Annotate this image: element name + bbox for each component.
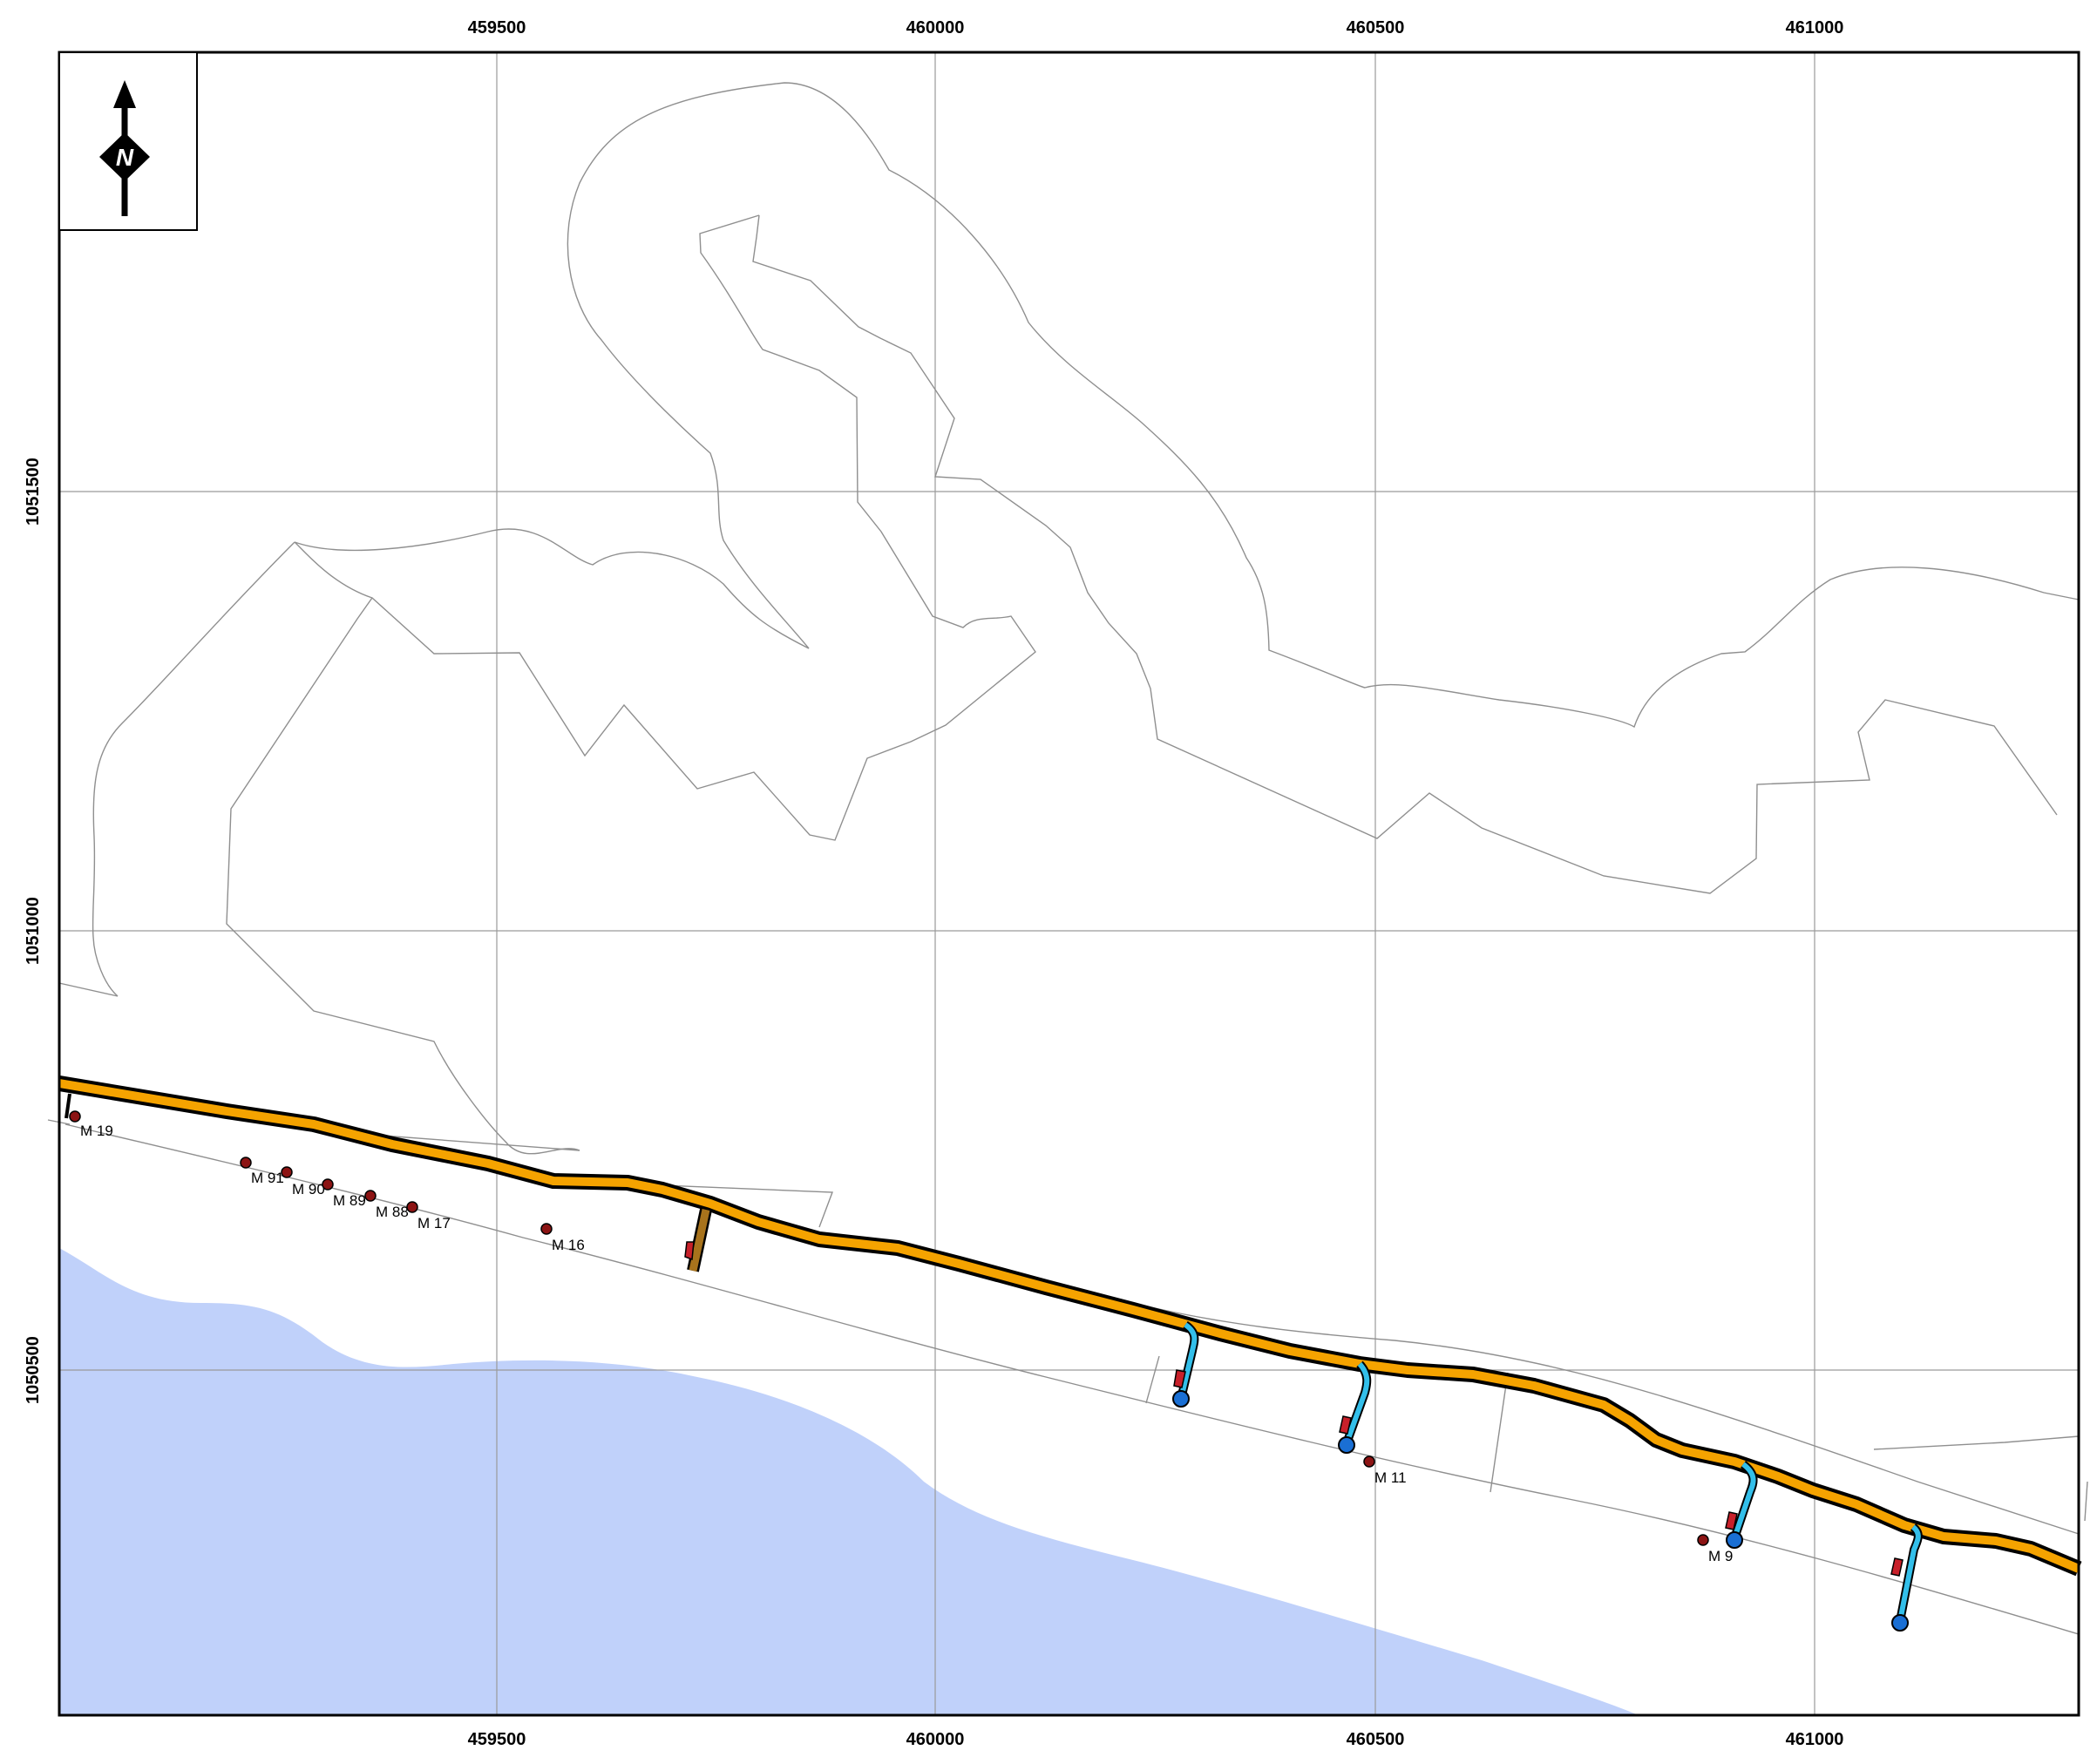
marker-label: M 91	[251, 1170, 284, 1186]
marker-m88: M 88	[364, 1190, 409, 1220]
x-tick-label: 460500	[1347, 1730, 1405, 1749]
x-tick-label: 460000	[906, 18, 965, 37]
x-tick-label: 459500	[468, 18, 526, 37]
main-road	[58, 1075, 2082, 1577]
jetty-1	[1172, 1320, 1199, 1408]
markers: M 19 M 91 M 90 M 89 M 88 M 17 M 16 M 11	[69, 1110, 1733, 1564]
marker-label: M 88	[376, 1204, 409, 1220]
x-tick-label: 461000	[1786, 18, 1844, 37]
marker-m9: M 9	[1697, 1534, 1733, 1564]
brown-pier	[684, 1208, 712, 1272]
jetty-2	[1338, 1360, 1372, 1454]
marker-m11: M 11	[1363, 1455, 1407, 1486]
marker-label: M 19	[80, 1123, 113, 1139]
y-tick-label: 1051500	[24, 458, 43, 526]
jetty-4	[1890, 1523, 1923, 1632]
coordinate-grid	[59, 52, 2079, 1715]
marker-m90: M 90	[281, 1166, 325, 1197]
marker-label: M 16	[552, 1237, 585, 1253]
marker-m19: M 19	[69, 1110, 113, 1139]
marker-label: M 9	[1708, 1548, 1733, 1564]
marker-label: M 17	[417, 1215, 451, 1231]
marker-m89: M 89	[322, 1178, 366, 1209]
sea-area	[59, 1248, 1639, 1715]
x-tick-label: 460000	[906, 1730, 965, 1749]
y-tick-label: 1050500	[24, 1336, 43, 1404]
marker-label: M 90	[292, 1181, 325, 1197]
marker-label: M 11	[1374, 1469, 1407, 1486]
marker-m16: M 16	[540, 1223, 585, 1253]
x-tick-label: 459500	[468, 1730, 526, 1749]
north-arrow-icon: N	[99, 80, 150, 216]
x-axis-bottom: 459500 460000 460500 461000	[468, 1730, 1844, 1749]
north-letter: N	[116, 144, 134, 171]
y-tick-label: 1051000	[24, 897, 43, 965]
x-axis-top: 459500 460000 460500 461000	[468, 18, 1844, 37]
north-arrow: N	[58, 51, 198, 231]
marker-label: M 89	[333, 1192, 366, 1209]
marker-m17: M 17	[406, 1201, 451, 1231]
marker-m91: M 91	[240, 1157, 284, 1186]
map-frame	[58, 51, 2080, 1717]
x-tick-label: 460500	[1347, 18, 1405, 37]
x-tick-label: 461000	[1786, 1730, 1844, 1749]
y-axis-left: 1051500 1051000 1050500	[24, 458, 43, 1404]
jetty-3	[1725, 1461, 1758, 1549]
